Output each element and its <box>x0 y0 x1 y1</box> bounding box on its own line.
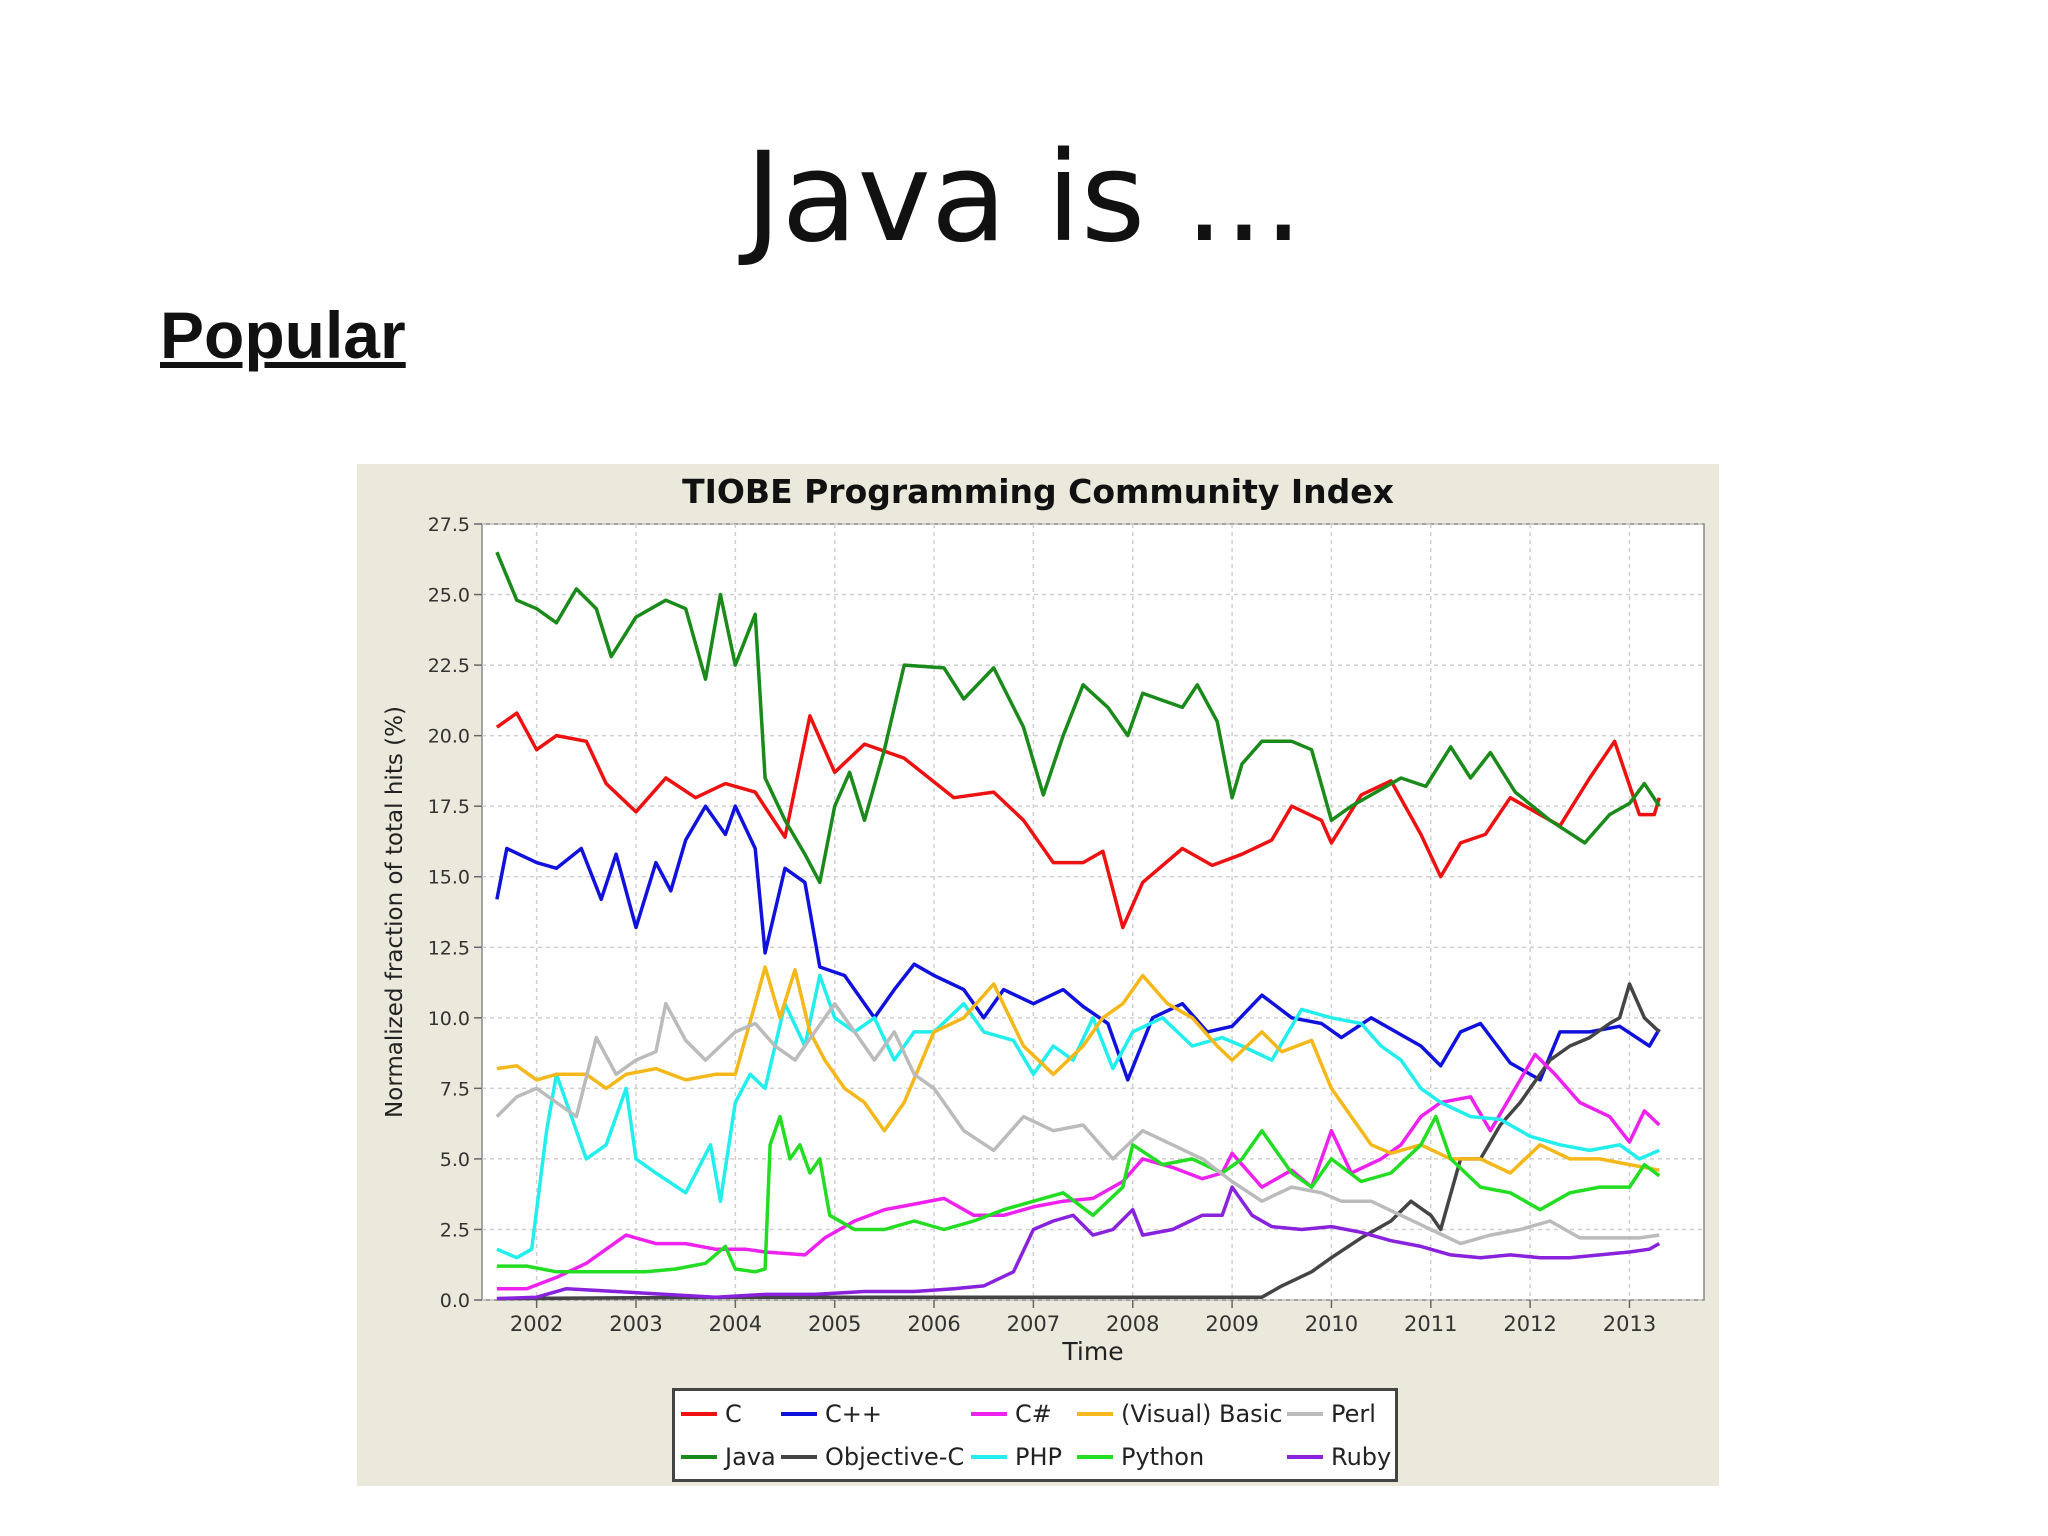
x-tick-label: 2013 <box>1603 1312 1656 1336</box>
x-tick-label: 2008 <box>1106 1312 1159 1336</box>
x-tick-label: 2010 <box>1305 1312 1358 1336</box>
x-tick-label: 2009 <box>1205 1312 1258 1336</box>
legend-label: Objective-C <box>825 1443 965 1471</box>
series-layer <box>495 551 1661 1301</box>
y-tick-label: 12.5 <box>428 937 470 959</box>
series-line-ruby <box>496 1185 1661 1301</box>
legend-item-c: C++ <box>781 1396 882 1432</box>
legend-item-php: PHP <box>971 1439 1062 1475</box>
series-line-java <box>495 551 1661 885</box>
legend-label: Java <box>725 1443 776 1471</box>
series-line-objective-c <box>496 982 1661 1301</box>
x-tick-label: 2003 <box>609 1312 662 1336</box>
legend-label: C# <box>1015 1400 1052 1428</box>
y-axis-label: Normalized fraction of total hits (%) <box>382 706 408 1118</box>
y-tick-label: 5.0 <box>440 1149 470 1171</box>
chart-title: TIOBE Programming Community Index <box>682 472 1394 511</box>
legend-item-visual-basic: (Visual) Basic <box>1077 1396 1283 1432</box>
series-line-perl <box>495 1001 1660 1246</box>
legend-item-objective-c: Objective-C <box>781 1439 964 1475</box>
legend-label: (Visual) Basic <box>1121 1400 1283 1428</box>
legend-swatch <box>1287 1455 1323 1459</box>
slide-subtitle: Popular <box>160 298 406 372</box>
series-line-python <box>496 1114 1661 1274</box>
legend-swatch <box>681 1412 717 1416</box>
legend-swatch <box>781 1412 817 1416</box>
series-line-visual-basic <box>496 965 1660 1175</box>
series-line-c <box>495 711 1661 930</box>
legend-swatch <box>1077 1412 1113 1416</box>
y-tick-label: 2.5 <box>440 1219 470 1241</box>
axis-layer: 0.0 2.5 5.0 7.5 10.0 12.5 15.0 17.5 20.0 22.5 25.0… <box>428 514 1657 1336</box>
plot-area <box>481 523 1705 1301</box>
y-tick-label: 27.5 <box>428 514 470 536</box>
x-tick-label: 2012 <box>1503 1312 1556 1336</box>
y-tick-label: 10.0 <box>428 1008 470 1030</box>
x-tick-label: 2007 <box>1007 1312 1060 1336</box>
x-tick-label: 2006 <box>907 1312 960 1336</box>
x-tick-label: 2011 <box>1404 1312 1457 1336</box>
y-tick-label: 17.5 <box>428 796 470 818</box>
series-line-c <box>496 1052 1661 1291</box>
legend-item-python: Python <box>1077 1439 1204 1475</box>
chart-svg: TIOBE Programming Community Index 0.0 2.5… <box>382 472 1705 1366</box>
legend-label: Python <box>1121 1443 1205 1471</box>
chart-panel: TIOBE Programming Community Index 0.0 2.5… <box>357 464 1719 1486</box>
legend: C C++ C# (Visual) Basic Perl Java Objective-C P… <box>672 1388 1398 1482</box>
y-tick-label: 7.5 <box>440 1078 470 1100</box>
legend-swatch <box>971 1412 1007 1416</box>
legend-label: Ruby <box>1331 1443 1392 1471</box>
legend-item-java: Java <box>681 1439 776 1475</box>
y-tick-label: 25.0 <box>428 585 470 607</box>
series-line-c <box>495 804 1661 1082</box>
legend-item-ruby: Ruby <box>1287 1439 1391 1475</box>
legend-swatch <box>1287 1412 1323 1416</box>
series-line-php <box>496 973 1660 1260</box>
y-tick-label: 15.0 <box>428 867 470 889</box>
y-tick-label: 20.0 <box>428 726 470 748</box>
legend-swatch <box>971 1455 1007 1459</box>
legend-item-perl: Perl <box>1287 1396 1376 1432</box>
legend-label: C <box>725 1400 742 1428</box>
legend-label: C++ <box>825 1400 882 1428</box>
y-tick-label: 0.0 <box>440 1290 470 1312</box>
legend-label: PHP <box>1015 1443 1062 1471</box>
legend-item-c: C# <box>971 1396 1052 1432</box>
legend-swatch <box>781 1455 817 1459</box>
x-axis-label: Time <box>1061 1337 1123 1366</box>
y-tick-label: 22.5 <box>428 655 470 677</box>
legend-swatch <box>1077 1455 1113 1459</box>
x-tick-label: 2002 <box>510 1312 563 1336</box>
legend-label: Perl <box>1331 1400 1376 1428</box>
slide-title: Java is ... <box>744 126 1304 270</box>
legend-item-c: C <box>681 1396 742 1432</box>
x-tick-label: 2005 <box>808 1312 861 1336</box>
legend-swatch <box>681 1455 717 1459</box>
x-tick-label: 2004 <box>709 1312 762 1336</box>
